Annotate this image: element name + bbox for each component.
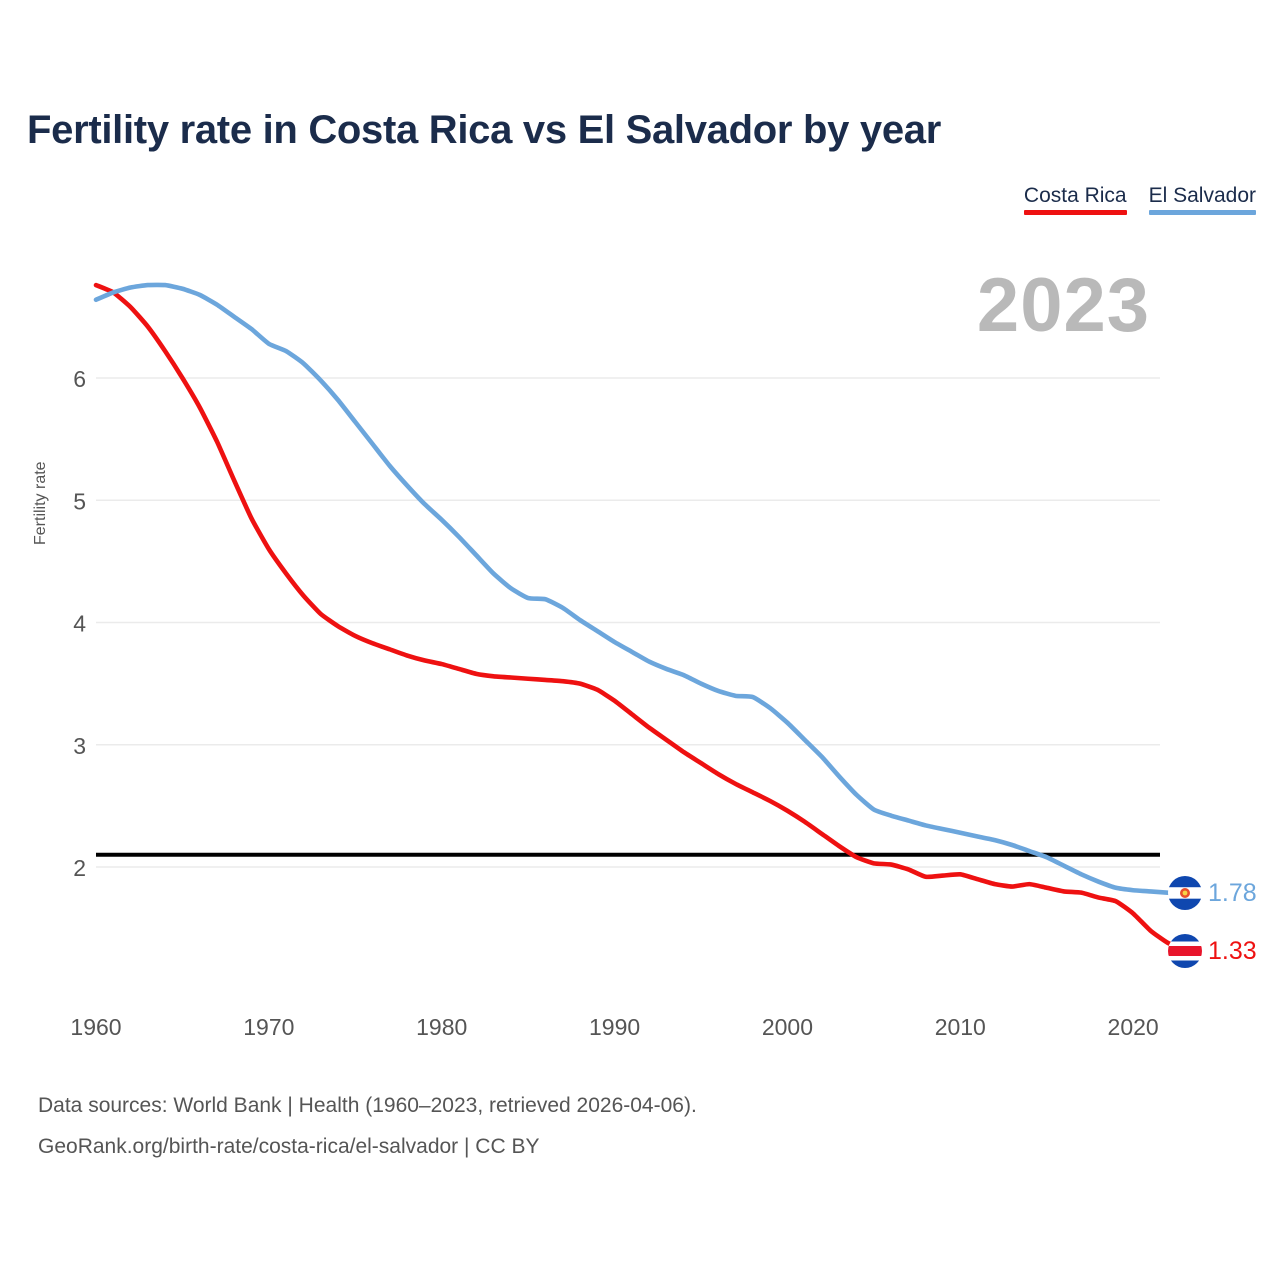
series-group	[93, 282, 1188, 952]
x-tick-label: 1970	[243, 1014, 294, 1040]
y-tick-label: 2	[73, 855, 86, 881]
x-axis-ticks: 1960 1970 1980 1990 2000 2010 2020	[70, 1014, 1158, 1040]
series-line-el-salvador	[93, 282, 1188, 897]
series-line-costa-rica	[93, 282, 1188, 952]
legend-swatch-el-salvador	[1148, 210, 1256, 215]
x-tick-label: 1980	[416, 1014, 467, 1040]
end-value-costa-rica: 1.33	[1208, 937, 1257, 965]
legend-item-el-salvador[interactable]: El Salvador	[1148, 183, 1256, 215]
y-tick-label: 4	[73, 611, 86, 637]
x-tick-label: 2010	[935, 1014, 986, 1040]
flag-icon-el-salvador	[1168, 876, 1202, 910]
x-tick-label: 2020	[1108, 1014, 1159, 1040]
end-value-el-salvador: 1.78	[1208, 879, 1257, 907]
legend-label-el-salvador: El Salvador	[1148, 184, 1256, 207]
y-tick-label: 5	[73, 488, 86, 514]
page-title: Fertility rate in Costa Rica vs El Salva…	[27, 108, 941, 152]
y-tick-label: 6	[73, 366, 86, 392]
flag-icon-costa-rica	[1168, 934, 1202, 968]
x-tick-label: 2000	[762, 1014, 813, 1040]
year-watermark: 2023	[976, 263, 1150, 348]
legend-item-costa-rica[interactable]: Costa Rica	[1023, 183, 1127, 215]
y-tick-label: 3	[73, 733, 86, 759]
footer: Data sources: World Bank | Health (1960–…	[38, 1085, 697, 1167]
x-tick-label: 1960	[70, 1014, 121, 1040]
gridlines	[96, 377, 1160, 868]
footer-data-sources: Data sources: World Bank | Health (1960–…	[38, 1094, 697, 1117]
x-tick-label: 1990	[589, 1014, 640, 1040]
legend-label-costa-rica: Costa Rica	[1023, 184, 1127, 207]
y-axis-title: Fertility rate	[32, 461, 49, 545]
footer-attribution: GeoRank.org/birth-rate/costa-rica/el-sal…	[38, 1135, 540, 1158]
legend: Costa Rica El Salvador	[1023, 183, 1256, 215]
legend-swatch-costa-rica	[1023, 210, 1127, 215]
y-axis-ticks: 2 3 4 5 6	[73, 366, 86, 881]
